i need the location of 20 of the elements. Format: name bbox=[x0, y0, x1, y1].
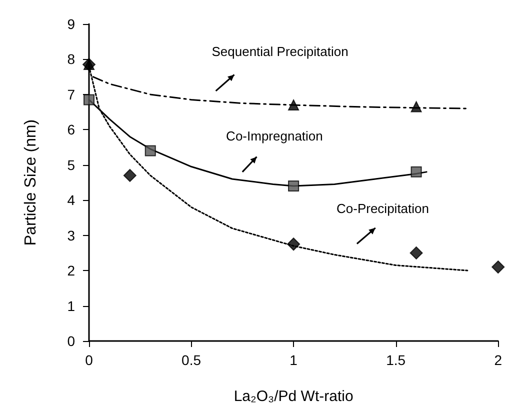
x-tick-label: 0 bbox=[85, 352, 94, 368]
y-tick-label: 0 bbox=[67, 333, 76, 349]
y-tick-label: 7 bbox=[67, 86, 76, 102]
annotation: Co-Impregnation bbox=[226, 128, 323, 144]
annotation: Co-Precipitation bbox=[336, 200, 430, 216]
y-axis-title: Particle Size (nm) bbox=[22, 119, 40, 246]
y-tick-label: 8 bbox=[67, 51, 76, 68]
x-tick-label: 1.5 bbox=[386, 352, 406, 368]
x-tick-label: 1 bbox=[290, 352, 298, 368]
y-tick-label: 5 bbox=[67, 156, 76, 173]
y-tick-label: 6 bbox=[67, 122, 76, 138]
y-tick-label: 1 bbox=[67, 298, 76, 314]
annotation: Sequential Precipitation bbox=[212, 44, 348, 60]
y-tick-label: 3 bbox=[67, 227, 76, 244]
y-tick-label: 4 bbox=[67, 192, 76, 208]
y-tick-label: 2 bbox=[67, 262, 76, 279]
x-tick-label: 2 bbox=[494, 352, 502, 368]
x-axis-title: La₂O₃/Pd Wt-ratio bbox=[234, 388, 354, 405]
x-tick-label: 0.5 bbox=[182, 352, 202, 368]
y-tick-label: 9 bbox=[67, 16, 76, 32]
